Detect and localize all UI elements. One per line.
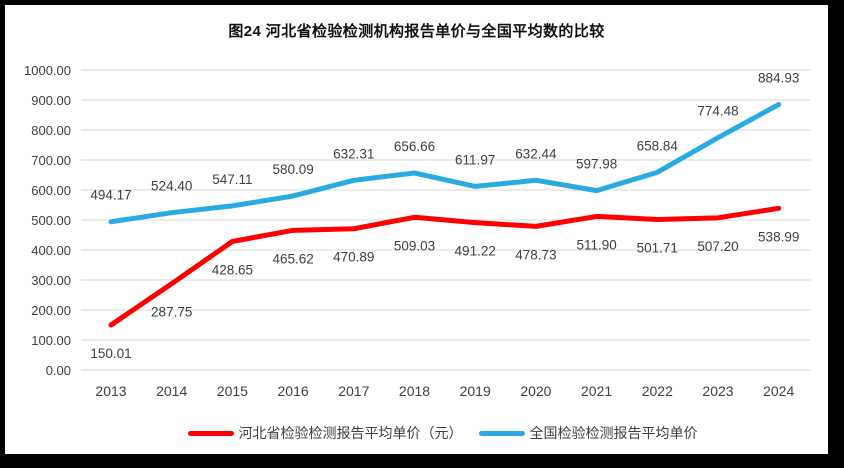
data-label: 501.71 [637,240,678,255]
data-label: 478.73 [515,247,556,262]
data-label: 884.93 [758,71,799,86]
data-label: 511.90 [576,237,616,252]
data-label: 509.03 [394,238,435,253]
data-label: 538.99 [758,229,799,244]
data-label: 580.09 [272,162,313,177]
y-tick-label: 700.00 [31,153,71,168]
chart-legend: 河北省检验检测报告平均单价（元） 全国检验检测报告平均单价 [31,423,844,443]
y-tick-label: 200.00 [31,303,71,318]
data-label: 774.48 [697,104,738,119]
data-label: 470.89 [333,250,374,265]
chart-panel: 图24 河北省检验检测机构报告单价与全国平均数的比较 0.00 100.00 200… [5,5,828,454]
x-tick-label: 2022 [642,383,673,399]
data-label: 611.97 [455,152,495,167]
x-tick-label: 2014 [156,383,187,399]
data-label: 507.20 [697,239,738,254]
data-label: 632.31 [333,146,374,161]
x-tick-label: 2016 [278,383,309,399]
x-tick-label: 2015 [217,383,248,399]
legend-item-national: 全国检验检测报告平均单价 [478,423,698,443]
x-tick-label: 2020 [520,383,551,399]
x-tick-label: 2017 [338,383,369,399]
legend-label-hebei: 河北省检验检测报告平均单价（元） [238,425,463,441]
x-tick-label: 2019 [460,383,491,399]
x-tick-label: 2021 [581,383,612,399]
data-label: 632.44 [515,146,557,161]
data-label: 524.40 [151,179,192,194]
legend-line-swatch-blue [478,430,525,436]
series-line-1 [108,102,782,225]
y-tick-label: 0.00 [46,363,71,378]
data-label: 287.75 [151,305,192,320]
legend-item-hebei: 河北省检验检测报告平均单价（元） [187,423,463,443]
data-label: 428.65 [212,262,253,277]
y-tick-label: 800.00 [31,123,71,138]
data-label: 658.84 [637,138,679,153]
y-tick-label: 900.00 [31,93,71,108]
x-tick-label: 2024 [763,383,794,399]
y-tick-label: 1000.00 [24,63,71,78]
y-tick-label: 400.00 [31,243,71,258]
data-label: 150.01 [90,346,131,361]
data-label: 656.66 [394,139,435,154]
x-tick-label: 2023 [702,383,733,399]
data-label: 597.98 [576,157,617,172]
data-label: 547.11 [212,172,252,187]
chart-title: 图24 河北省检验检测机构报告单价与全国平均数的比较 [228,23,605,40]
y-tick-label: 500.00 [31,213,71,228]
line-chart-plot: 0.00 100.00 200.00 300.00 400.00 500.00 600.00… [24,63,811,399]
y-tick-label: 100.00 [31,333,71,348]
legend-label-national: 全国检验检测报告平均单价 [529,425,698,441]
y-tick-label: 600.00 [31,183,71,198]
x-tick-label: 2013 [95,383,126,399]
data-label: 491.22 [455,244,496,259]
x-tick-label: 2018 [399,383,430,399]
series-line-0 [108,205,782,328]
data-label: 494.17 [90,188,131,203]
data-label: 465.62 [272,251,313,266]
legend-line-swatch-red [187,430,234,436]
y-tick-label: 300.00 [31,273,71,288]
